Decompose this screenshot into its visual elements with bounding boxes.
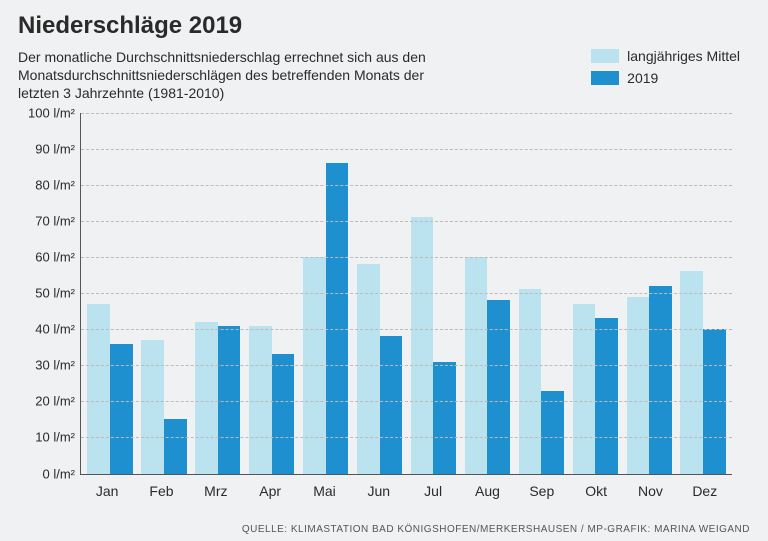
bar-2019	[218, 326, 241, 474]
bar-2019	[326, 163, 349, 473]
x-axis-label: Jun	[352, 483, 406, 499]
bar-mittel	[680, 271, 703, 473]
gridline	[81, 113, 732, 114]
bar-mittel	[141, 340, 164, 474]
x-axis-label: Apr	[243, 483, 297, 499]
bar-mittel	[627, 297, 650, 474]
legend-swatch-a	[591, 49, 619, 63]
gridline	[81, 365, 732, 366]
x-axis-label: Feb	[134, 483, 188, 499]
y-axis-label: 60 l/m²	[35, 249, 81, 264]
bar-mittel	[249, 326, 272, 474]
y-axis-label: 80 l/m²	[35, 177, 81, 192]
legend-swatch-b	[591, 71, 619, 85]
source-credit: QUELLE: KLIMASTATION BAD KÖNIGSHOFEN/MER…	[242, 524, 750, 535]
x-axis-label: Sep	[515, 483, 569, 499]
chart: 0 l/m² 10 l/m² 20 l/m² 30 l/m² 40 l/m² 50 l/m…	[18, 113, 750, 513]
bar-2019	[380, 336, 403, 473]
y-axis-label: 90 l/m²	[35, 141, 81, 156]
bar-2019	[487, 300, 510, 473]
bar-2019	[541, 391, 564, 474]
x-axis-label: Aug	[460, 483, 514, 499]
x-axis-label: Okt	[569, 483, 623, 499]
y-axis-label: 100 l/m²	[28, 105, 81, 120]
bar-2019	[595, 318, 618, 473]
gridline	[81, 293, 732, 294]
plot-area: 0 l/m²10 l/m²20 l/m²30 l/m²40 l/m²50 l/m…	[80, 113, 732, 475]
gridline	[81, 149, 732, 150]
y-axis-label: 10 l/m²	[35, 430, 81, 445]
legend-label-b: 2019	[627, 70, 658, 86]
gridline	[81, 329, 732, 330]
bar-mittel	[411, 217, 434, 473]
bar-2019	[110, 344, 133, 474]
y-axis-label: 30 l/m²	[35, 358, 81, 373]
chart-title: Niederschläge 2019	[18, 12, 750, 40]
bar-mittel	[519, 289, 542, 473]
x-axis-label: Dez	[678, 483, 732, 499]
bar-mittel	[357, 264, 380, 473]
bar-2019	[433, 362, 456, 474]
gridline	[81, 257, 732, 258]
x-axis-label: Mrz	[189, 483, 243, 499]
y-axis-label: 0 l/m²	[43, 466, 82, 481]
gridline	[81, 437, 732, 438]
bar-2019	[272, 354, 295, 473]
x-axis-label: Jul	[406, 483, 460, 499]
legend-label-a: langjähriges Mittel	[627, 48, 740, 64]
gridline	[81, 221, 732, 222]
x-axis-label: Jan	[80, 483, 134, 499]
bar-2019	[164, 419, 187, 473]
y-axis-label: 70 l/m²	[35, 213, 81, 228]
x-axis-labels: JanFebMrzAprMaiJunJulAugSepOktNovDez	[80, 483, 732, 499]
legend-item-2019: 2019	[591, 70, 740, 86]
gridline	[81, 185, 732, 186]
bar-mittel	[195, 322, 218, 474]
gridline	[81, 401, 732, 402]
y-axis-label: 40 l/m²	[35, 322, 81, 337]
y-axis-label: 50 l/m²	[35, 286, 81, 301]
legend-item-mittel: langjähriges Mittel	[591, 48, 740, 64]
y-axis-label: 20 l/m²	[35, 394, 81, 409]
chart-subtitle: Der monatliche Durchschnittsniederschlag…	[18, 48, 458, 103]
bar-2019	[649, 286, 672, 474]
x-axis-label: Nov	[623, 483, 677, 499]
x-axis-label: Mai	[297, 483, 351, 499]
legend: langjähriges Mittel 2019	[591, 48, 750, 86]
